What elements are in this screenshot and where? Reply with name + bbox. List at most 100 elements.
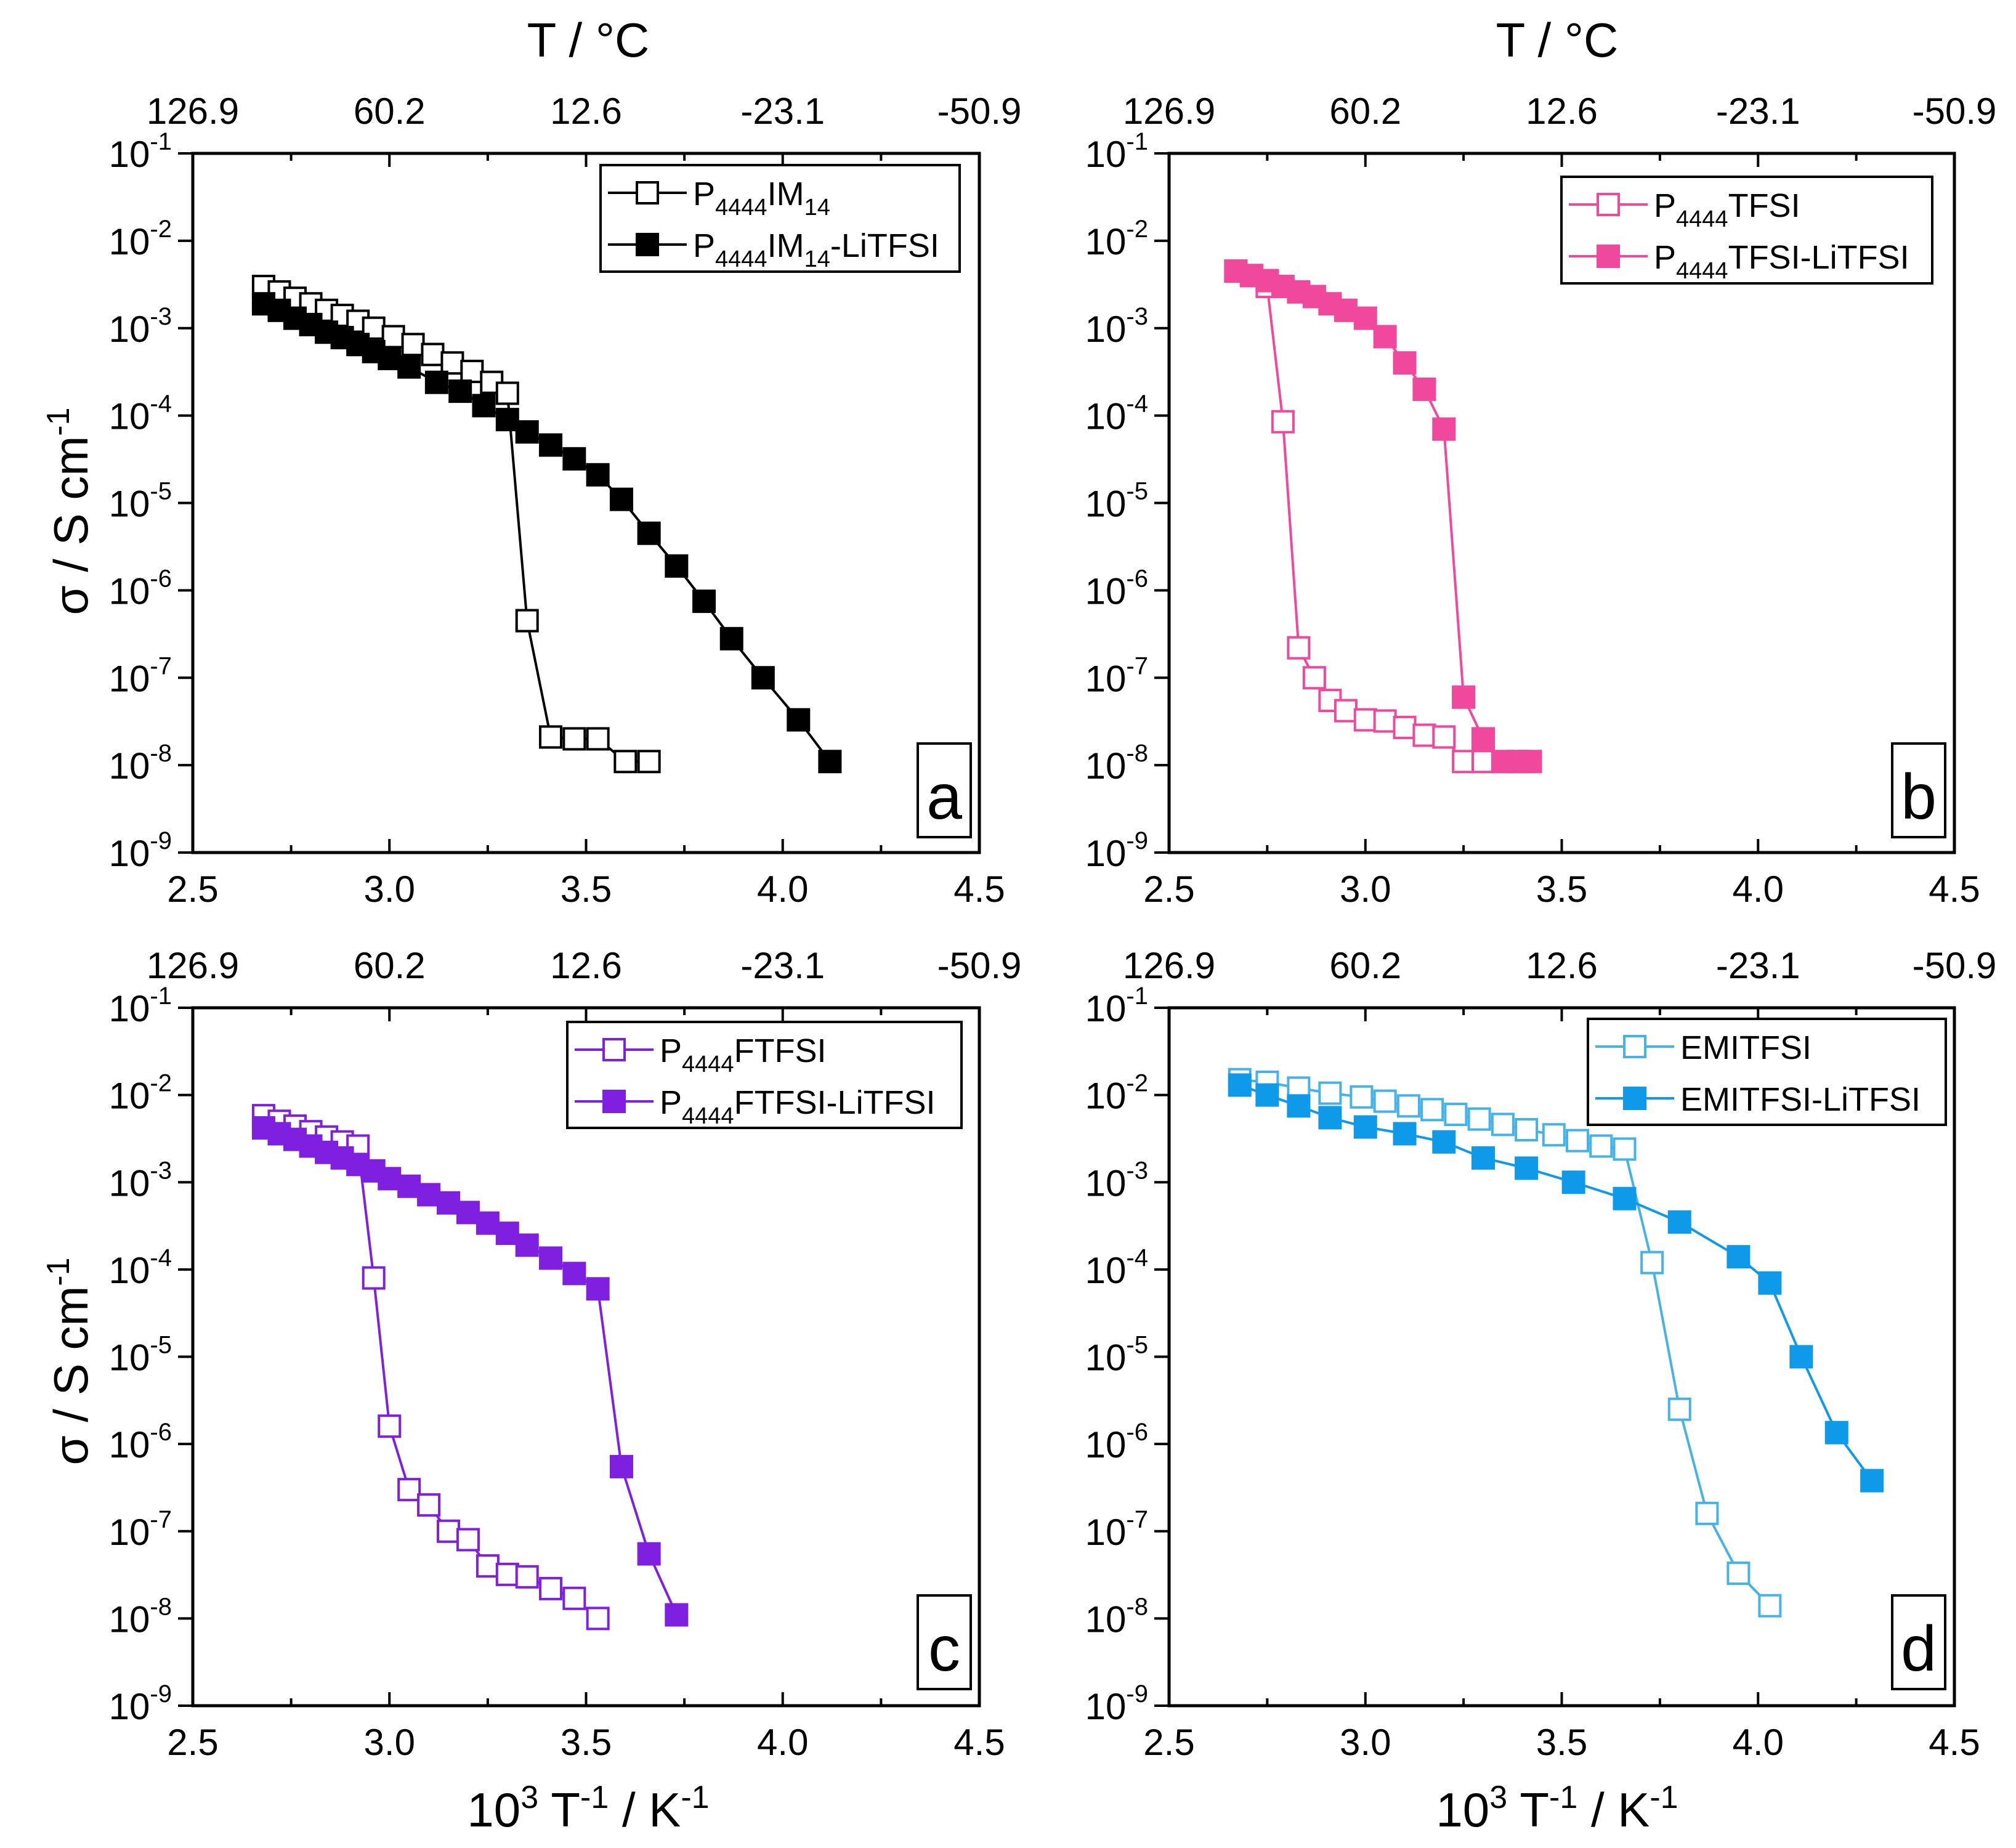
data-point (1318, 1081, 1342, 1105)
panel-d: 2.5 126.9 3.0 60.2 3.5 12.6 4.0 -23.1 4.5 -50.9 10… (1085, 945, 1997, 1763)
data-point (1432, 417, 1456, 441)
y-tick-label: 10-5 (109, 1332, 172, 1379)
legend-label: EMITFSI (1680, 1029, 1812, 1066)
y-tick-label: 10-6 (109, 565, 172, 612)
legend-box (599, 164, 961, 273)
x-tick-label: 3.5 (561, 1722, 612, 1763)
y-tick-label: 10-9 (1085, 1680, 1148, 1727)
legend-box (566, 1021, 963, 1129)
data-point (1589, 1134, 1613, 1158)
data-point (515, 609, 539, 633)
data-point (456, 1201, 480, 1225)
data-point (539, 433, 563, 457)
top-tick-label: -50.9 (1913, 945, 1997, 986)
legend: EMITFSI EMITFSI-LiTFSI (1587, 1018, 1947, 1126)
data-point (1491, 1112, 1515, 1137)
data-point (1420, 1098, 1444, 1122)
y-tick-label: 10-1 (109, 128, 172, 175)
data-point (495, 1562, 519, 1586)
data-point (1373, 709, 1397, 733)
legend-marker (1623, 1087, 1646, 1110)
data-point (787, 708, 811, 732)
data-point (1472, 727, 1495, 751)
panel-a: 2.5 126.9 3.0 60.2 3.5 12.6 4.0 -23.1 4.5 -50.9 10… (109, 91, 1022, 910)
data-point (1396, 1094, 1420, 1118)
data-point (1667, 1397, 1691, 1421)
x-tick-label: 4.5 (953, 1722, 1005, 1763)
data-point (562, 447, 586, 471)
y-tick-label: 10-2 (1085, 1070, 1148, 1117)
data-point (362, 1266, 386, 1290)
data-point (1412, 377, 1436, 401)
top-tick-label: 126.9 (147, 91, 239, 132)
data-point (1444, 1103, 1468, 1127)
y-axis-title-bottom: σ / S cm-1 (41, 1257, 98, 1465)
data-point (1515, 1117, 1539, 1141)
y-tick-label: 10-2 (109, 1070, 172, 1117)
data-point (818, 750, 842, 774)
y-tick-label: 10-3 (109, 1157, 172, 1204)
x-tick-label: 4.5 (953, 869, 1005, 910)
data-point (1542, 1123, 1566, 1147)
series-a-1 (251, 292, 842, 774)
legend-marker (1623, 1035, 1646, 1058)
data-point (1789, 1345, 1813, 1369)
data-point (424, 370, 448, 394)
data-point (1432, 1130, 1456, 1154)
series-a-0 (251, 275, 661, 774)
data-point (1452, 750, 1476, 774)
data-point (609, 487, 633, 511)
data-point (637, 1542, 661, 1566)
top-tick-label: -50.9 (937, 945, 1022, 986)
y-tick-label: 10-7 (1085, 652, 1148, 699)
y-tick-label: 10-4 (109, 1244, 172, 1291)
y-tick-label: 10-6 (109, 1419, 172, 1465)
panel-label: c (928, 1613, 960, 1685)
data-point (1667, 1210, 1691, 1234)
data-point (1727, 1245, 1751, 1269)
data-point (378, 1167, 402, 1191)
top-axis-title-a: T / °C (527, 13, 650, 67)
data-point (562, 727, 586, 751)
data-point (586, 1607, 610, 1631)
y-tick-label: 10-9 (1085, 827, 1148, 874)
x-tick-label: 4.0 (757, 1722, 808, 1763)
legend: P4444FTFSI P4444FTFSI-LiTFSI (566, 1021, 963, 1129)
y-tick-label: 10-6 (1085, 565, 1148, 612)
legend-marker (636, 233, 659, 256)
data-point (539, 1246, 563, 1270)
data-point (1561, 1170, 1585, 1194)
data-point (562, 1262, 586, 1286)
top-tick-label: 12.6 (550, 91, 622, 132)
data-point (1695, 1501, 1719, 1525)
series-c-1 (251, 1116, 689, 1627)
x-tick-label: 4.5 (1929, 869, 1980, 910)
y-tick-label: 10-1 (1085, 983, 1148, 1029)
x-tick-label: 4.0 (1733, 869, 1784, 910)
data-point (1412, 723, 1436, 747)
panel-label-box (917, 1594, 972, 1690)
x-tick-label: 4.0 (1733, 1722, 1784, 1763)
y-tick-label: 10-7 (109, 652, 172, 699)
series-line (263, 302, 831, 763)
panel-b: 2.5 126.9 3.0 60.2 3.5 12.6 4.0 -23.1 4.5 -50.9 10… (1085, 91, 1997, 910)
panel-label-box (1891, 742, 1946, 838)
legend-marker (1597, 193, 1620, 216)
data-point (397, 1478, 421, 1502)
data-point (1271, 410, 1295, 434)
top-tick-label: 126.9 (147, 945, 239, 986)
y-tick-label: 10-8 (109, 740, 172, 787)
data-point (637, 521, 661, 545)
series-b-1 (1224, 259, 1542, 774)
y-tick-label: 10-2 (109, 216, 172, 262)
legend-label: EMITFSI-LiTFSI (1680, 1081, 1921, 1118)
legend-marker (602, 1038, 626, 1061)
series-d-0 (1228, 1068, 1782, 1618)
data-point (397, 355, 421, 379)
data-point (1472, 750, 1495, 774)
data-point (421, 342, 445, 367)
panel-label-box (917, 742, 972, 838)
y-tick-label: 10-5 (1085, 1332, 1148, 1379)
top-tick-label: -23.1 (740, 945, 825, 986)
